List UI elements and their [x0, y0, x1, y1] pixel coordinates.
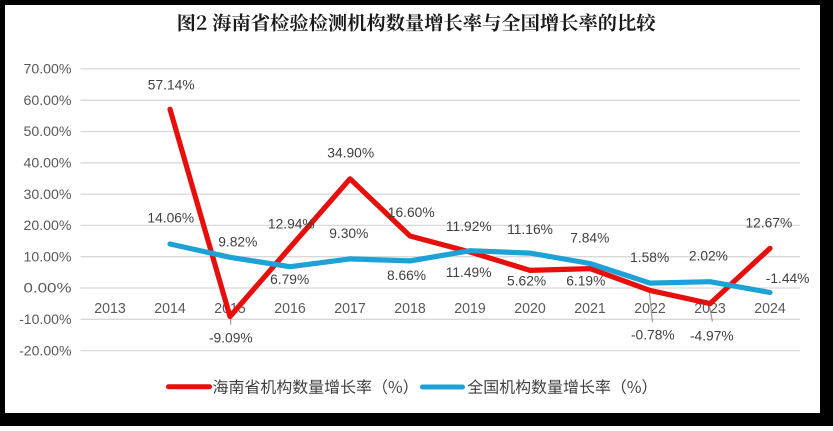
svg-text:12.94%: 12.94%: [268, 217, 315, 232]
svg-text:2017: 2017: [334, 300, 366, 317]
svg-text:2014: 2014: [154, 300, 186, 317]
svg-text:2020: 2020: [514, 300, 546, 317]
svg-text:2021: 2021: [574, 300, 606, 317]
svg-text:-10.00%: -10.00%: [19, 312, 71, 327]
svg-text:57.14%: 57.14%: [148, 78, 195, 93]
svg-text:-4.97%: -4.97%: [690, 328, 734, 343]
svg-text:20.00%: 20.00%: [24, 218, 72, 233]
svg-text:7.84%: 7.84%: [570, 231, 609, 246]
svg-text:6.19%: 6.19%: [566, 274, 605, 289]
svg-text:0.00%: 0.00%: [24, 281, 72, 296]
svg-text:-20.00%: -20.00%: [19, 343, 71, 358]
svg-text:2016: 2016: [274, 300, 306, 317]
svg-text:70.00%: 70.00%: [24, 62, 72, 77]
svg-text:2.02%: 2.02%: [689, 248, 728, 263]
svg-text:5.62%: 5.62%: [507, 274, 546, 289]
svg-text:2018: 2018: [394, 300, 426, 317]
svg-text:30.00%: 30.00%: [24, 187, 72, 202]
svg-text:2022: 2022: [634, 300, 666, 317]
svg-text:2019: 2019: [454, 300, 486, 317]
svg-text:2013: 2013: [94, 300, 126, 317]
svg-text:34.90%: 34.90%: [327, 146, 374, 161]
svg-text:1.58%: 1.58%: [630, 250, 669, 265]
svg-text:8.66%: 8.66%: [387, 268, 426, 283]
svg-text:2024: 2024: [754, 300, 786, 317]
svg-text:12.67%: 12.67%: [746, 216, 793, 231]
svg-text:50.00%: 50.00%: [24, 124, 72, 139]
svg-text:9.82%: 9.82%: [218, 234, 257, 249]
svg-text:14.06%: 14.06%: [147, 211, 194, 226]
svg-text:10.00%: 10.00%: [24, 249, 72, 264]
svg-text:-0.78%: -0.78%: [631, 327, 675, 342]
svg-text:-1.44%: -1.44%: [766, 271, 810, 286]
svg-text:11.92%: 11.92%: [446, 219, 492, 234]
svg-text:6.79%: 6.79%: [270, 272, 309, 287]
svg-text:60.00%: 60.00%: [24, 93, 72, 108]
svg-text:16.60%: 16.60%: [388, 205, 435, 220]
svg-text:40.00%: 40.00%: [24, 156, 72, 171]
svg-text:9.30%: 9.30%: [329, 226, 368, 241]
svg-text:11.49%: 11.49%: [446, 265, 492, 280]
svg-text:11.16%: 11.16%: [507, 222, 553, 237]
svg-text:-9.09%: -9.09%: [209, 330, 253, 345]
